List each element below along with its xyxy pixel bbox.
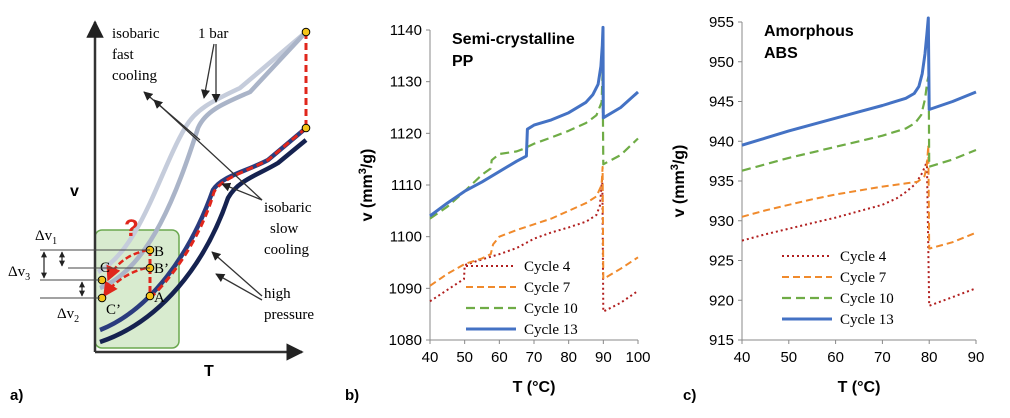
chart-title-line: ABS [764, 45, 798, 62]
panel-label-a: a) [10, 387, 23, 404]
y-axis-title-sup: 3 [669, 164, 681, 170]
x-tick-label: 60 [491, 349, 508, 366]
legend-label: Cycle 7 [524, 280, 571, 296]
legend-label: Cycle 10 [524, 301, 578, 317]
y-tick-label: 925 [709, 253, 734, 270]
y-axis-title: v (mm3/g) [357, 149, 376, 222]
y-axis-title-end: /g) [359, 149, 376, 169]
y-tick-label: 1100 [390, 229, 422, 246]
y-axis-title-sup: 3 [357, 168, 369, 174]
y-tick-label: 1080 [389, 332, 422, 349]
dv1-label: Δv1 [35, 228, 57, 247]
red-arrow-b-to-c [106, 248, 149, 282]
y-tick-label: 945 [709, 94, 734, 111]
pointer-hp-b [215, 273, 263, 301]
y-tick-label: 950 [709, 54, 734, 71]
isobaric-fast-label-2: fast [112, 47, 134, 63]
x-tick-label: 40 [422, 349, 439, 366]
isobaric-slow-label-3: cooling [264, 242, 309, 258]
red-arrow-bprime-to-cprime [102, 266, 147, 298]
label-a: A [154, 290, 165, 306]
label-b: B [154, 244, 164, 260]
y-tick-label: 915 [709, 332, 734, 349]
y-tick-label: 940 [709, 133, 734, 150]
point-mid-right [301, 123, 311, 133]
red-path-curve [148, 126, 307, 300]
y-tick-label: 955 [709, 14, 734, 31]
y-tick-label: 935 [709, 173, 734, 190]
series-line-cycle-7 [741, 144, 977, 250]
dv2-label: Δv2 [57, 306, 79, 325]
highlight-region [94, 229, 180, 349]
dv3-label: Δv3 [8, 264, 30, 283]
y-tick-label: 1140 [390, 22, 422, 39]
x-tick-label: 50 [456, 349, 473, 366]
y-tick-label: 930 [709, 213, 734, 230]
series-line-cycle-10 [741, 74, 977, 172]
y-tick-label: 1090 [389, 280, 422, 297]
legend-label: Cycle 4 [840, 249, 887, 265]
chart-title-line: Semi-crystalline [452, 31, 575, 48]
pointer-1bar-a [201, 43, 215, 99]
isobaric-fast-label-1: isobaric [112, 26, 160, 42]
schematic-x-label: T [204, 363, 214, 380]
panel-label-b: b) [345, 387, 359, 404]
high-pressure-label-1: high [264, 286, 291, 302]
chart-title-line: PP [452, 53, 474, 70]
point-a [145, 291, 155, 301]
y-tick-label: 1130 [390, 74, 422, 91]
high-pressure-label-2: pressure [264, 307, 314, 323]
high-pressure-curve [99, 138, 308, 345]
pointer-slow-b [221, 182, 263, 201]
legend-label: Cycle 7 [840, 270, 887, 286]
y-tick-label: 920 [709, 292, 734, 309]
y-axis-title: v (mm3/g) [669, 145, 688, 218]
x-tick-label: 50 [780, 349, 797, 366]
x-tick-label: 70 [874, 349, 891, 366]
chart-abs: 40 50 60 70 80 90 915 920 925 930 935 940 945 950 955 A… [669, 14, 984, 396]
x-tick-label: 90 [968, 349, 985, 366]
pointer-slow-a [153, 99, 263, 201]
x-tick-label: 90 [595, 349, 612, 366]
chart-pp: 40 50 60 70 80 90 100 1080 1090 1100 1110 1120 1130 1… [357, 22, 651, 396]
schematic-panel: B B’ A C C’ ? Δv1 Δv3 Δv2 isobaric fast … [8, 20, 314, 380]
series-line-cycle-10 [429, 70, 639, 220]
legend-label: Cycle 13 [524, 322, 578, 338]
x-tick-label: 100 [625, 349, 650, 366]
isobaric-slow-label-2: slow [270, 221, 299, 237]
legend-label: Cycle 13 [840, 312, 894, 328]
y-tick-label: 1120 [390, 125, 422, 142]
isobaric-fast-label-3: cooling [112, 68, 157, 84]
isobaric-slow-label-1: isobaric [264, 200, 312, 216]
schematic-y-label: v [70, 183, 79, 200]
fast-cooling-curve-2 [99, 30, 308, 291]
question-mark: ? [124, 215, 139, 242]
chart-title-line: Amorphous [764, 23, 854, 40]
series-line-cycle-7 [429, 165, 639, 287]
panel-label-c: c) [683, 387, 696, 404]
series-line-cycle-13 [429, 25, 640, 218]
label-b-prime: B’ [154, 261, 169, 277]
legend-label: Cycle 10 [840, 291, 894, 307]
x-axis-title: T (°C) [513, 379, 556, 396]
legend-label: Cycle 4 [524, 259, 571, 275]
y-tick-label: 1110 [391, 177, 422, 194]
x-tick-label: 40 [734, 349, 751, 366]
x-tick-label: 80 [560, 349, 577, 366]
x-tick-label: 60 [827, 349, 844, 366]
x-tick-label: 80 [921, 349, 938, 366]
y-axis-title-main: v (mm [359, 174, 376, 221]
y-axis-title-main: v (mm [671, 170, 688, 217]
pointer-hp-a [211, 251, 263, 297]
label-c-prime: C’ [106, 302, 121, 318]
x-tick-label: 70 [526, 349, 543, 366]
point-top-right [301, 27, 311, 37]
one-bar-label: 1 bar [198, 26, 228, 42]
x-axis-title: T (°C) [838, 379, 881, 396]
y-axis-title-end: /g) [671, 145, 688, 165]
series-line-cycle-13 [741, 16, 977, 147]
series-line-cycle-4 [741, 160, 977, 307]
